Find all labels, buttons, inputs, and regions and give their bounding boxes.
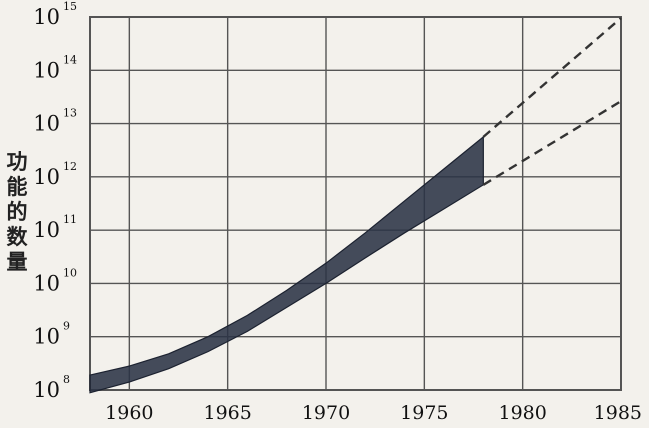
y-tick-label-14: 10 14 [33, 53, 77, 82]
y-tick-base: 10 [33, 271, 60, 295]
y-tick-label-9: 10 9 [33, 320, 70, 349]
projection-line-2 [482, 100, 622, 186]
y-tick-base: 10 [33, 325, 60, 349]
x-tick-label-1970: 1970 [302, 402, 350, 424]
y-tick-label-8: 10 8 [33, 373, 70, 402]
y-tick-exponent: 13 [63, 107, 77, 120]
y-tick-label-12: 10 12 [33, 160, 77, 189]
x-tick-label-1965: 1965 [203, 402, 251, 424]
y-tick-base: 10 [33, 218, 60, 242]
plot-frame [89, 16, 622, 391]
y-tick-exponent: 14 [63, 53, 77, 66]
y-tick-label-13: 10 13 [33, 107, 77, 136]
y-tick-exponent: 10 [63, 266, 77, 279]
y-tick-base: 10 [33, 165, 60, 189]
y-tick-exponent: 15 [63, 0, 77, 13]
y-axis-label-char: 功 [7, 150, 28, 174]
y-tick-base: 10 [33, 5, 60, 29]
x-tick-label-1960: 1960 [105, 402, 153, 424]
y-tick-label-10: 10 10 [33, 266, 77, 295]
y-tick-base: 10 [33, 112, 60, 136]
y-tick-exponent: 11 [63, 213, 77, 226]
x-tick-labels: 1960 1965 1970 1975 1980 1985 [105, 402, 642, 424]
y-tick-exponent: 9 [63, 320, 70, 333]
grid [89, 16, 622, 391]
y-tick-label-15: 10 15 [33, 0, 77, 29]
x-tick-label-1980: 1980 [498, 402, 546, 424]
projection-line-1 [482, 17, 622, 138]
x-tick-label-1975: 1975 [400, 402, 448, 424]
x-tick-label-1985: 1985 [594, 402, 642, 424]
y-axis-label-char: 量 [7, 250, 28, 274]
y-tick-label-11: 10 11 [33, 213, 77, 242]
y-tick-exponent: 8 [63, 373, 70, 386]
y-axis-label-char: 数 [7, 225, 29, 249]
y-axis-label-char: 能 [7, 175, 28, 199]
y-tick-base: 10 [33, 378, 60, 402]
y-tick-base: 10 [33, 58, 60, 82]
y-tick-exponent: 12 [63, 160, 77, 173]
y-axis-label-char: 的 [7, 200, 28, 224]
projection-lines [482, 17, 622, 186]
